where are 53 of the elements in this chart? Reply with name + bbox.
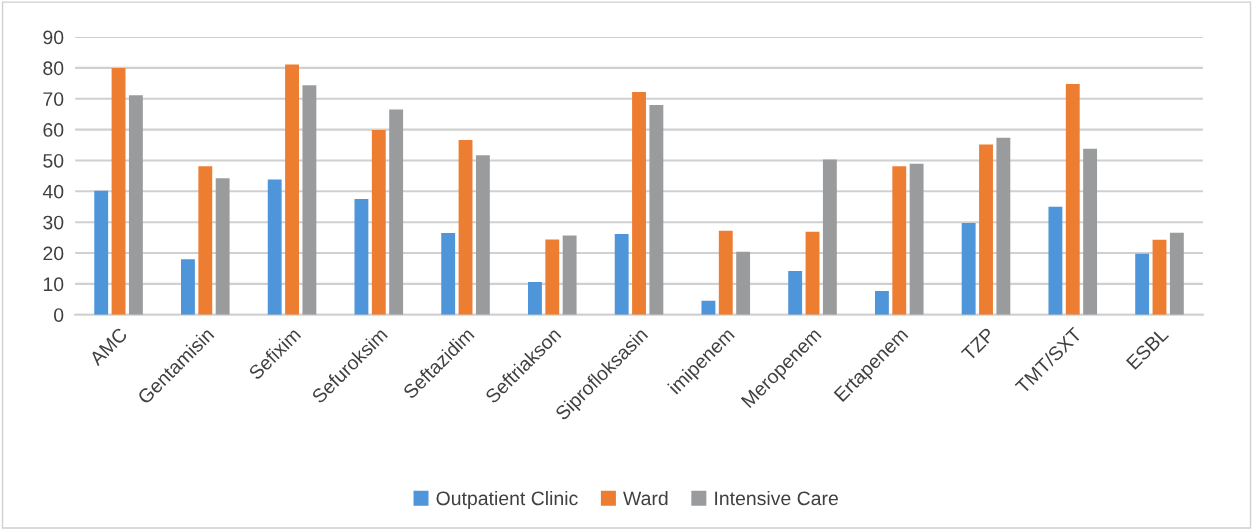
y-tick-label: 50 (43, 153, 64, 168)
bar (1065, 83, 1080, 315)
y-tick-label: 80 (43, 61, 64, 76)
bar (909, 163, 924, 315)
bar (198, 166, 213, 315)
bar (111, 67, 126, 315)
bar (874, 290, 889, 315)
bar (892, 166, 907, 315)
bar (181, 259, 195, 315)
bar (94, 190, 109, 315)
bar (1135, 253, 1150, 315)
bar (614, 233, 629, 315)
bar (371, 129, 386, 315)
bar (979, 144, 993, 315)
bar (718, 230, 733, 315)
y-tick-label: 40 (42, 184, 64, 199)
bar (527, 282, 542, 315)
bar (441, 232, 456, 315)
bar (736, 251, 751, 315)
y-tick-label: 70 (43, 92, 64, 106)
bar (354, 199, 369, 315)
bar (128, 95, 143, 315)
bar (632, 91, 646, 315)
bar (389, 109, 404, 315)
bar (458, 140, 473, 315)
bar (961, 223, 976, 315)
bar (996, 137, 1011, 315)
bar (562, 235, 577, 315)
legend-label: Ward (623, 490, 668, 506)
bar (475, 155, 490, 315)
x-tick-label: TZP (960, 327, 996, 362)
bar (649, 104, 664, 315)
legend-label: Outpatient Clinic (436, 490, 578, 510)
bar (822, 159, 837, 315)
bar (267, 179, 282, 315)
bar (701, 300, 716, 315)
bar (1083, 148, 1098, 315)
y-tick-label: 90 (43, 30, 64, 45)
y-tick-label: 30 (43, 215, 64, 230)
bar (1048, 206, 1063, 315)
y-tick-label: 60 (43, 123, 64, 137)
bar (285, 64, 299, 315)
y-tick-label: 20 (43, 246, 64, 261)
y-tick-label: 0 (54, 308, 64, 322)
bar (805, 231, 820, 315)
bar (788, 270, 803, 315)
y-tick-label: 10 (43, 277, 64, 292)
bar (302, 85, 317, 315)
bar (215, 178, 230, 315)
bar (1169, 232, 1184, 315)
legend-label: Intensive Care (715, 490, 838, 506)
bar (1152, 239, 1167, 315)
bar (545, 239, 560, 315)
